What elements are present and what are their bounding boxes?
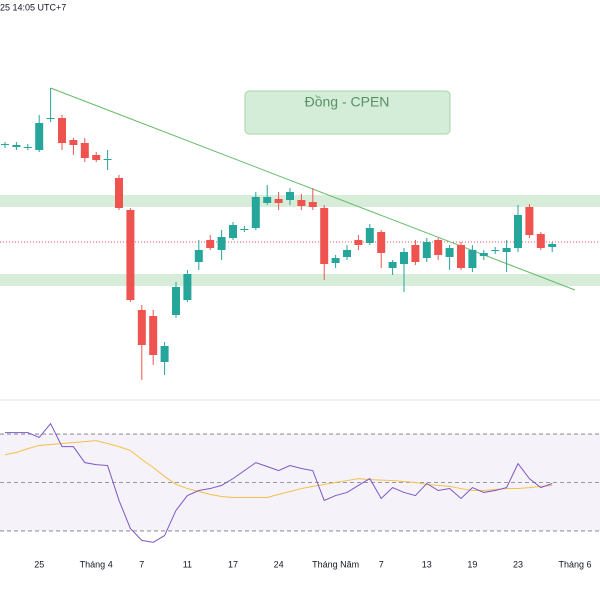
rsi-band-fill [0,434,600,531]
x-tick-label: 24 [274,559,284,569]
candle-body [263,197,272,203]
rsi-line [5,422,553,543]
candle-body [229,225,237,238]
zone [0,274,600,286]
candle-body [160,346,169,362]
label-text: Đồng - CPEN [305,94,390,110]
candle-body [502,248,511,252]
x-tick-label: 7 [379,559,384,569]
candle-body [457,245,465,268]
candle-body [525,207,534,235]
candle-body [126,210,135,300]
label-box [244,90,451,135]
candle-body [103,159,112,160]
x-tick-label: Tháng 4 [80,559,113,569]
candle-body [92,155,101,160]
candle-body [514,215,522,248]
x-tick-label: 13 [422,559,432,569]
candle-body [240,229,249,230]
candle-body [1,144,9,145]
candle-body [206,240,215,248]
candle-body [149,316,158,355]
candle-body [445,248,454,257]
candle-body [12,145,21,147]
candle-body [491,250,500,251]
x-tick-label: Tháng Năm [312,559,359,569]
candle-body [217,237,226,250]
candle-body [80,143,89,158]
candle-body [411,245,420,262]
candle-body [479,253,488,256]
candle-body [548,244,557,247]
x-tick-label: 23 [513,559,523,569]
x-tick-label: 7 [139,559,144,569]
candle-body [468,250,477,268]
x-tick-label: 17 [228,559,238,569]
candle-body [297,200,306,206]
candle-body [251,197,260,228]
candle-body [58,118,66,143]
candle-body [274,199,283,203]
candle-body [46,118,55,119]
candle-body [308,202,317,207]
candle-body [286,192,294,200]
candle-body [377,232,386,253]
timestamp: 25 14:05 UTC+7 [0,2,66,12]
candle-body [23,147,32,148]
candle-body [194,250,203,262]
candle-body [320,208,329,264]
rsi-ma-line [4,440,553,499]
x-tick-label: 19 [467,559,477,569]
candle-body [434,240,443,255]
x-tick-label: 25 [34,559,44,569]
candle-body [35,123,44,150]
candle-body [343,250,351,257]
candle-body [536,234,545,248]
candle-body [115,178,123,208]
candle-body [172,287,180,315]
candle-body [137,310,146,345]
candle-body [388,262,397,268]
candle-body [69,140,78,145]
x-tick-label: 11 [183,559,192,569]
candle-body [400,252,408,264]
candle-body [365,228,374,243]
candle-body [422,242,431,258]
candle-body [354,240,363,245]
candle-body [331,258,340,263]
x-tick-label: Tháng 6 [558,559,591,569]
candle-body [183,274,192,300]
